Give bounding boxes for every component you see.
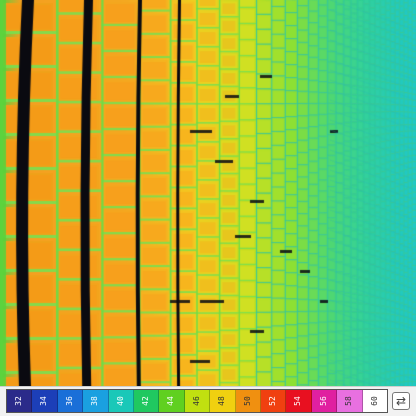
scale-swatch: 34 <box>32 390 58 412</box>
scale-swatch: 42 <box>134 390 160 412</box>
scale-swatch: 40 <box>108 390 135 412</box>
temperature-scale-bar: 32 34 36 38 40 42 44 46 48 50 52 54 56 58 60 ⇄ <box>0 386 416 416</box>
scale-swatch: 36 <box>57 390 84 412</box>
scale-tick-label: 44 <box>166 396 176 406</box>
scale-swatch: 46 <box>184 390 211 412</box>
scale-tick-label: 36 <box>65 396 75 406</box>
scale-swatch: 32 <box>7 390 33 412</box>
scale-tick-label: 48 <box>217 396 227 406</box>
scale-tick-label: 42 <box>141 396 151 406</box>
scale-tick-label: 60 <box>369 396 379 406</box>
color-scale-strip: 32 34 36 38 40 42 44 46 48 50 52 54 56 58 60 <box>6 389 388 413</box>
scale-swatch: 44 <box>159 390 185 412</box>
scale-tick-label: 38 <box>90 396 100 406</box>
scale-swatch: 52 <box>261 390 287 412</box>
palette-icon[interactable]: ⇄ <box>392 392 410 410</box>
scale-swatch: 56 <box>311 390 338 412</box>
scale-tick-label: 34 <box>39 396 49 406</box>
scale-tick-label: 52 <box>268 396 278 406</box>
scale-swatch: 48 <box>210 390 236 412</box>
scale-tick-label: 46 <box>192 396 202 406</box>
scale-tick-label: 40 <box>115 396 125 406</box>
scale-swatch: 60 <box>362 390 388 412</box>
scale-tick-label: 32 <box>14 396 24 406</box>
scale-swatch: 50 <box>235 390 262 412</box>
scale-tick-label: 50 <box>242 396 252 406</box>
scale-swatch: 38 <box>83 390 109 412</box>
scale-swatch: 58 <box>337 390 363 412</box>
scale-swatch: 54 <box>286 390 312 412</box>
scale-tick-label: 54 <box>293 396 303 406</box>
scale-tick-label: 58 <box>344 396 354 406</box>
scale-tick-label: 56 <box>319 396 329 406</box>
thermal-image <box>0 0 416 386</box>
